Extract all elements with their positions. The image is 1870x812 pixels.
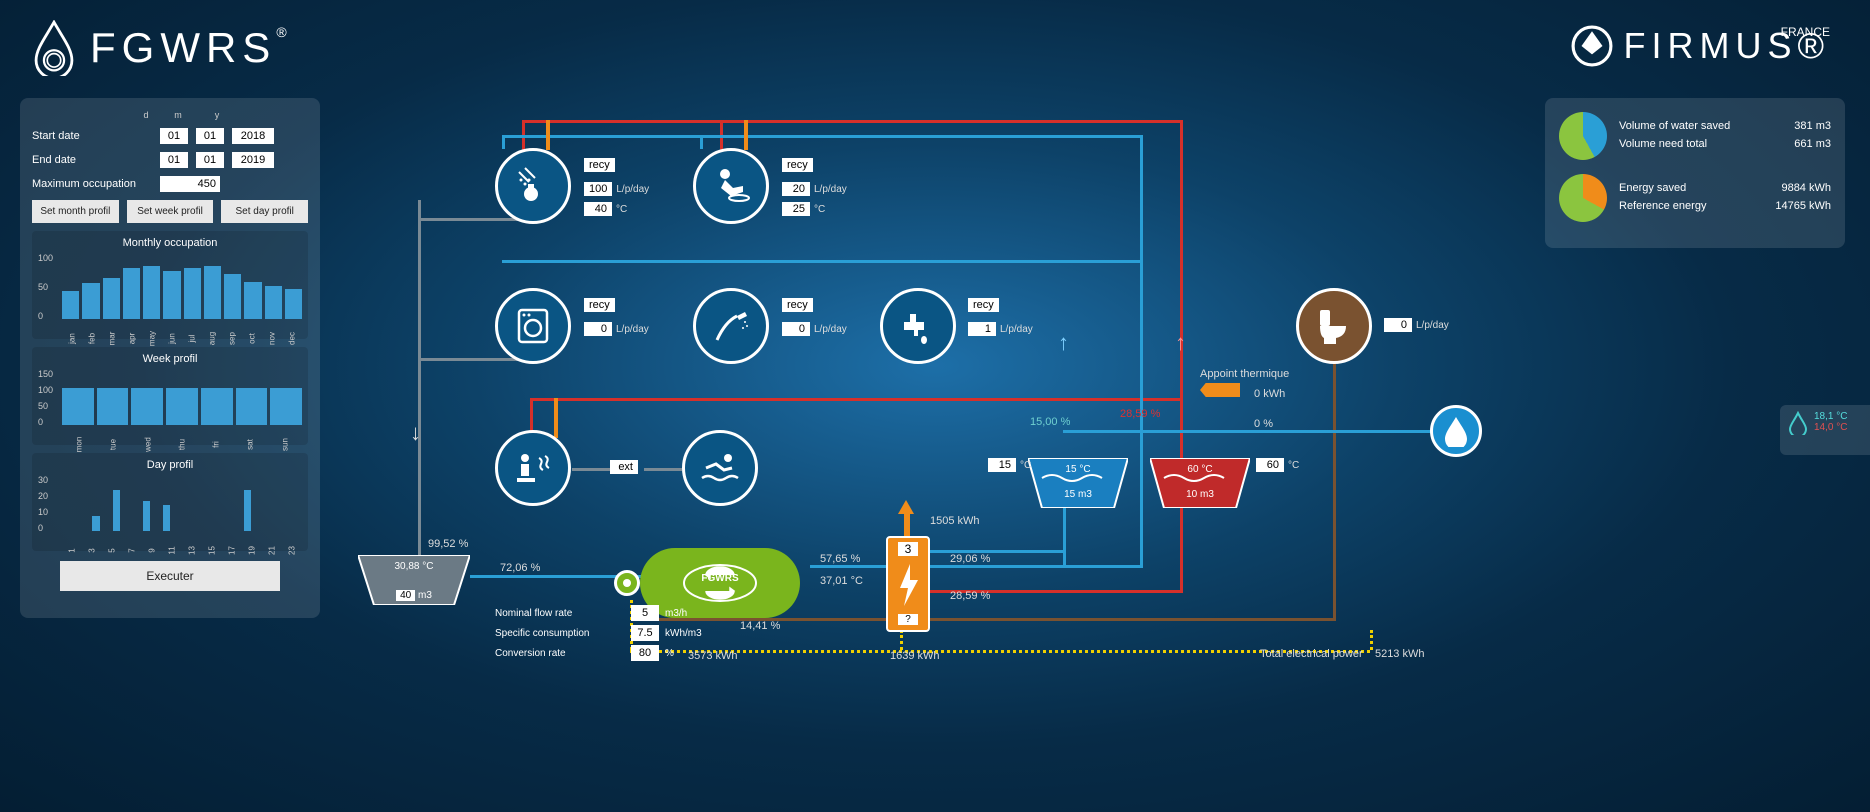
end-month-input[interactable] bbox=[196, 152, 224, 168]
handwash-icon bbox=[693, 148, 769, 224]
grey-tank: 30,88 °C 40 m3 bbox=[358, 555, 470, 605]
water-source-icon bbox=[1430, 405, 1482, 457]
maxocc-label: Maximum occupation bbox=[32, 178, 152, 190]
washer-icon bbox=[495, 288, 571, 364]
thermal-arrow-icon bbox=[1200, 383, 1240, 397]
energy-pie-icon bbox=[1559, 174, 1607, 222]
swimmer-icon bbox=[682, 430, 758, 506]
start-year-input[interactable] bbox=[232, 128, 274, 144]
drop-small-icon bbox=[1786, 411, 1810, 435]
water-drop-icon bbox=[30, 20, 78, 76]
specific-input[interactable] bbox=[631, 625, 659, 641]
sauna-icon bbox=[495, 430, 571, 506]
logo-fgwrs: FGWRS® bbox=[30, 20, 293, 76]
hose-icon bbox=[693, 288, 769, 364]
end-day-input[interactable] bbox=[160, 152, 188, 168]
set-month-button[interactable]: Set month profil bbox=[32, 200, 119, 223]
brand-right: FIRMUS bbox=[1623, 25, 1797, 66]
week-chart: Week profil 150100500montuewedthufrisats… bbox=[32, 347, 308, 445]
down-arrow-icon: ↓ bbox=[410, 420, 421, 446]
set-week-button[interactable]: Set week profil bbox=[127, 200, 214, 223]
nominal-input[interactable] bbox=[631, 605, 659, 621]
firmus-icon bbox=[1571, 25, 1613, 67]
processor-params: Nominal flow ratem3/h Specific consumpti… bbox=[495, 605, 702, 665]
shower-icon bbox=[495, 148, 571, 224]
toilet-icon bbox=[1296, 288, 1372, 364]
brand-left: FGWRS bbox=[90, 24, 276, 71]
water-heater-icon: 3 ? bbox=[886, 536, 930, 632]
cold-tank: 15 °C 15 m3 bbox=[1028, 458, 1128, 508]
day-chart: Day profil 30201001357911131517192123 bbox=[32, 453, 308, 551]
conversion-input[interactable] bbox=[631, 645, 659, 661]
start-month-input[interactable] bbox=[196, 128, 224, 144]
up-arrow-icon: ↑ bbox=[1058, 330, 1069, 356]
maxocc-input[interactable] bbox=[160, 176, 220, 192]
config-panel: dmy Start date End date Maximum occupati… bbox=[20, 98, 320, 618]
heat-up-arrow-icon bbox=[898, 500, 914, 514]
brand-right-sub: FRANCE bbox=[1781, 25, 1830, 39]
end-year-input[interactable] bbox=[232, 152, 274, 168]
execute-button[interactable]: Executer bbox=[60, 561, 280, 591]
hot-tank: 60 °C 10 m3 bbox=[1150, 458, 1250, 508]
recycle-icon: FGWRS bbox=[680, 561, 760, 605]
up-arrow-icon: ↑ bbox=[1175, 330, 1186, 356]
monthly-chart: Monthly occupation 100500janfebmaraprmay… bbox=[32, 231, 308, 339]
summary-panel: Volume of water saved381 m3 Volume need … bbox=[1545, 98, 1845, 248]
end-date-label: End date bbox=[32, 154, 152, 166]
set-day-button[interactable]: Set day profil bbox=[221, 200, 308, 223]
start-day-input[interactable] bbox=[160, 128, 188, 144]
side-readout: 18,1 °C 14,0 °C bbox=[1780, 405, 1870, 455]
thermal-label: Appoint thermique bbox=[1200, 368, 1289, 380]
start-date-label: Start date bbox=[32, 130, 152, 142]
water-pie-icon bbox=[1559, 112, 1607, 160]
tap-icon bbox=[880, 288, 956, 364]
